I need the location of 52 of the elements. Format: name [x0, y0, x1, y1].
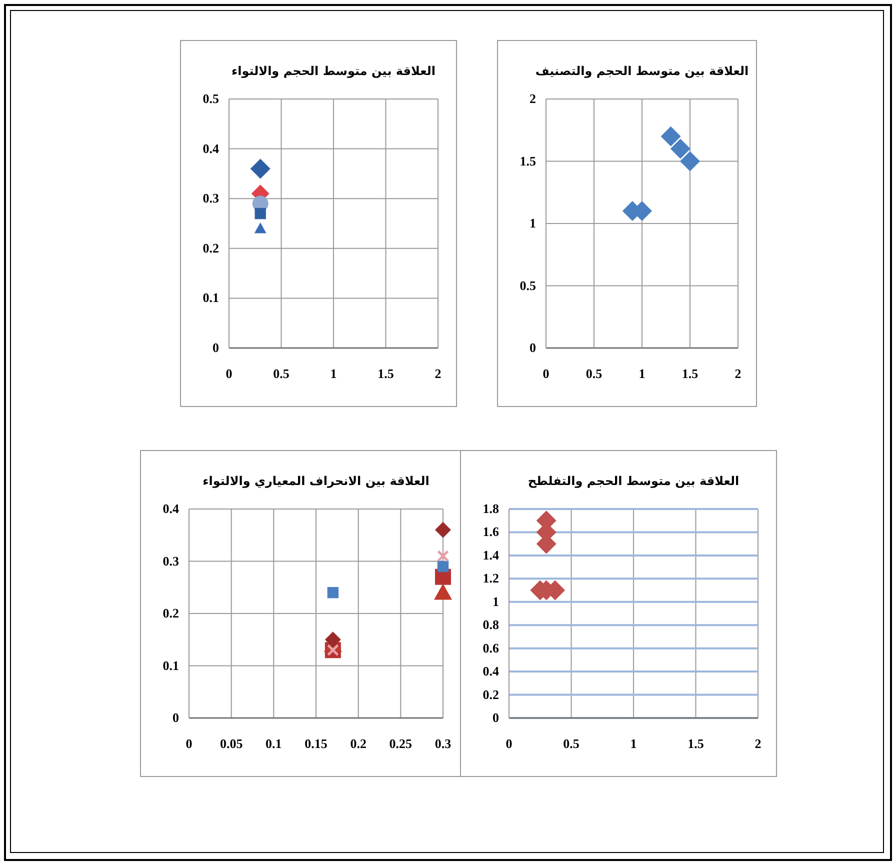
y-tick-label: 0	[530, 340, 536, 355]
x-tick-label: 0.5	[563, 736, 580, 751]
y-tick-label: 0.4	[162, 501, 180, 516]
x-tick-label: 0	[226, 366, 232, 381]
y-tick-label: 1	[530, 216, 536, 230]
y-tick-label: 0	[212, 340, 219, 355]
y-tick-label: 0	[492, 710, 499, 725]
x-tick-label: 0.15	[304, 736, 328, 751]
y-tick-label: 1.4	[482, 547, 500, 562]
x-tick-label: 1	[330, 366, 337, 381]
x-tick-label: 0.1	[266, 736, 282, 751]
x-tick-label: 2	[734, 366, 742, 381]
x-tick-label: 0.2	[350, 736, 366, 751]
y-tick-label: 1	[492, 594, 499, 609]
y-tick-label: 0.3	[202, 190, 220, 206]
y-tick-label: 1.6	[482, 524, 500, 540]
chart-title: العلاقة بين متوسط الحجم والتصنيف	[535, 64, 749, 78]
x-tick-label: 0.5	[586, 366, 603, 381]
chart-title: العلاقة بين متوسط الحجم والتفلطح	[528, 474, 740, 488]
y-tick-label: 0.4	[482, 664, 500, 679]
chart-title: العلاقة بين متوسط الحجم والالتواء	[231, 64, 436, 78]
y-tick-label: 0.3	[162, 553, 180, 568]
chart-title: العلاقة بين الانحراف المعياري والالتواء	[202, 474, 430, 488]
y-tick-label: 0.2	[162, 606, 179, 620]
y-tick-label: 0.4	[202, 140, 220, 156]
x-tick-label: 0	[186, 736, 192, 751]
x-tick-label: 1.5	[378, 366, 394, 381]
x-tick-label: 1	[638, 366, 646, 381]
x-tick-label: 0.25	[389, 736, 413, 751]
x-tick-label: 1.5	[688, 736, 704, 751]
x-tick-label: 0	[542, 366, 550, 381]
y-tick-label: 0.2	[202, 240, 219, 256]
y-tick-label: 2	[530, 91, 536, 106]
y-tick-label: 1.2	[482, 570, 499, 586]
x-tick-label: 2	[434, 366, 442, 381]
y-tick-label: 0.6	[482, 640, 500, 656]
x-tick-label: 0.05	[220, 736, 244, 751]
y-tick-label: 0.1	[202, 290, 219, 306]
x-tick-label: 2	[754, 736, 762, 751]
y-tick-label: 1.8	[482, 501, 500, 516]
y-tick-label: 0	[172, 710, 179, 725]
y-tick-label: 0.5	[520, 278, 536, 293]
x-tick-label: 0	[506, 736, 512, 751]
y-tick-label: 1.5	[520, 153, 536, 168]
y-tick-label: 0.1	[162, 658, 179, 673]
x-tick-label: 0.5	[273, 366, 290, 381]
x-tick-label: 0.3	[434, 736, 452, 751]
y-tick-label: 0.8	[482, 617, 500, 632]
y-tick-label: 0.2	[482, 686, 499, 702]
x-tick-label: 1.5	[682, 366, 699, 381]
x-tick-label: 1	[630, 736, 637, 751]
y-tick-label: 0.5	[202, 91, 220, 106]
